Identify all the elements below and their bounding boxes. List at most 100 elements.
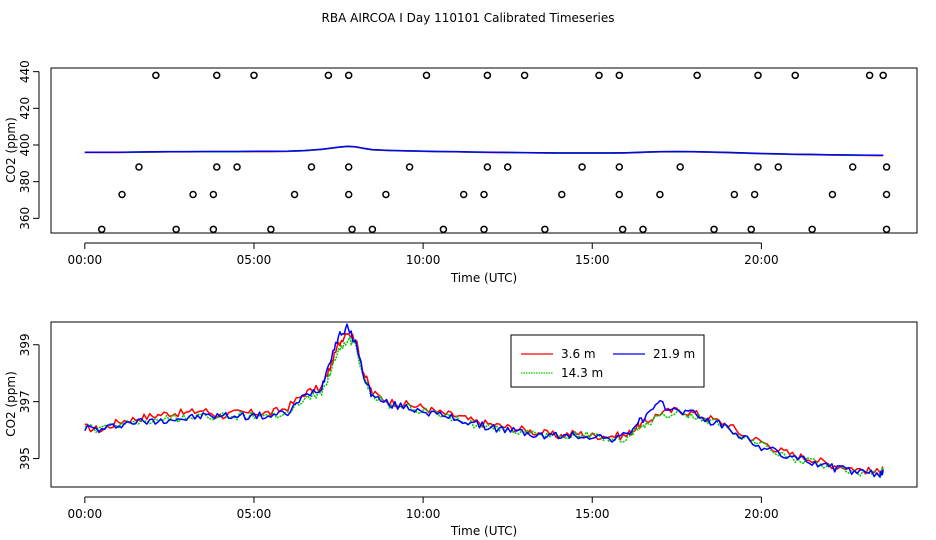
top-calibration-point <box>344 163 353 171</box>
top-calibration-point <box>747 225 755 234</box>
top-calibration-point <box>213 163 221 171</box>
top-calibration-point <box>233 163 241 171</box>
top-calibration-point <box>754 163 762 171</box>
top-calibration-point <box>290 190 299 199</box>
bottom-x-tick-label: 20:00 <box>744 507 779 521</box>
top-calibration-point <box>97 225 106 234</box>
bottom-panel: 00:00 05:00 10:00 15:00 20:00 395 397 399 Time… <box>4 321 918 538</box>
top-calibration-point <box>882 225 891 234</box>
top-calibration-point <box>344 190 353 199</box>
bottom-y-tick-label: 397 <box>18 390 32 413</box>
bottom-series-line-36m <box>84 332 884 477</box>
top-calibration-point <box>250 71 258 80</box>
top-x-tick-label: 00:00 <box>68 253 103 267</box>
top-calibration-point <box>439 225 448 234</box>
top-calibration-point <box>209 190 218 199</box>
top-calibration-point <box>558 190 566 199</box>
top-calibration-point <box>639 225 647 234</box>
top-calibration-point <box>368 225 377 234</box>
top-calibration-point <box>615 71 624 80</box>
top-calibration-point <box>459 190 468 199</box>
bottom-y-axis-label: CO2 (ppm) <box>4 371 18 437</box>
top-calibration-point <box>808 225 816 234</box>
bottom-x-axis-label: Time (UTC) <box>450 524 517 538</box>
bottom-x-tick-label: 10:00 <box>406 507 441 521</box>
bottom-series-line-143m <box>84 336 884 479</box>
top-y-tick-label: 400 <box>18 134 32 157</box>
top-calibration-point <box>791 71 799 80</box>
top-y-axis-label: CO2 (ppm) <box>4 117 18 183</box>
top-calibration-point <box>348 225 356 234</box>
top-calibration-point <box>865 71 874 80</box>
top-calibration-point <box>882 190 891 199</box>
top-series-line-219m <box>84 145 884 157</box>
bottom-x-tick-label: 15:00 <box>575 507 610 521</box>
top-x-tick-label: 10:00 <box>406 253 441 267</box>
top-calibration-point <box>382 190 390 199</box>
bottom-y-tick-label: 395 <box>18 447 32 470</box>
bottom-series-lines <box>84 323 884 479</box>
top-calibration-point <box>324 71 333 80</box>
top-y-tick-label: 440 <box>18 60 32 83</box>
top-calibration-point <box>520 71 529 80</box>
top-calibration-point <box>267 225 275 234</box>
top-panel: 00:00 05:00 10:00 15:00 20:00 360 380 400 420 44… <box>4 60 918 285</box>
bottom-x-tick-label: 05:00 <box>237 507 272 521</box>
top-calibration-point <box>405 163 414 171</box>
top-calibration-point <box>483 71 492 80</box>
top-calibration-point <box>483 163 492 171</box>
top-calibration-point <box>615 163 624 171</box>
top-x-axis: 00:00 05:00 10:00 15:00 20:00 <box>68 242 779 267</box>
top-calibration-point <box>189 190 197 199</box>
bottom-y-axis: 395 397 399 <box>18 333 40 470</box>
top-calibration-point <box>754 71 762 80</box>
top-y-tick-label: 360 <box>18 207 32 230</box>
bottom-y-tick-label: 399 <box>18 333 32 356</box>
top-calibration-point <box>541 225 549 234</box>
chart-title: RBA AIRCOA I Day 110101 Calibrated Times… <box>322 11 615 25</box>
top-x-tick-label: 05:00 <box>237 253 272 267</box>
top-calibration-point <box>774 163 783 171</box>
bottom-series-line-219m <box>84 323 884 478</box>
top-calibration-point <box>615 190 624 199</box>
legend-frame <box>510 334 705 388</box>
top-calibration-point <box>730 190 739 199</box>
bottom-plot-frame <box>50 321 918 488</box>
top-y-axis: 360 380 400 420 440 <box>18 60 40 230</box>
top-series-lines <box>84 145 884 157</box>
top-calibration-point <box>710 225 718 234</box>
top-calibration-point <box>848 163 857 171</box>
top-x-axis-label: Time (UTC) <box>450 271 517 285</box>
top-calibration-point <box>135 163 143 171</box>
top-calibration-point <box>595 71 603 80</box>
top-calibration-point <box>578 163 586 171</box>
top-calibration-point <box>656 190 664 199</box>
top-calibration-point <box>828 190 837 199</box>
top-calibration-point <box>480 225 488 234</box>
top-calibration-point <box>676 163 684 171</box>
top-calibration-point <box>693 71 701 80</box>
top-calibration-point <box>882 163 891 171</box>
bottom-x-tick-label: 00:00 <box>68 507 103 521</box>
top-calibration-point <box>750 190 759 199</box>
top-plot-frame <box>50 67 918 234</box>
top-y-tick-label: 420 <box>18 97 32 120</box>
top-calibration-points <box>97 71 891 234</box>
top-y-tick-label: 380 <box>18 170 32 193</box>
top-calibration-point <box>422 71 431 80</box>
top-x-tick-label: 20:00 <box>744 253 779 267</box>
legend-label-3-6m: 3.6 m <box>561 347 596 361</box>
top-calibration-point <box>209 225 218 234</box>
top-calibration-point <box>344 71 353 80</box>
top-calibration-point <box>307 163 316 171</box>
legend-label-21-9m: 21.9 m <box>653 347 695 361</box>
bottom-x-axis: 00:00 05:00 10:00 15:00 20:00 <box>68 496 779 521</box>
top-calibration-point <box>618 225 627 234</box>
legend-label-14-3m: 14.3 m <box>561 366 603 380</box>
top-calibration-point <box>879 71 887 80</box>
top-calibration-point <box>118 190 126 199</box>
top-calibration-point <box>172 225 180 234</box>
legend: 3.6 m 14.3 m 21.9 m <box>510 334 705 388</box>
top-x-tick-label: 15:00 <box>575 253 610 267</box>
